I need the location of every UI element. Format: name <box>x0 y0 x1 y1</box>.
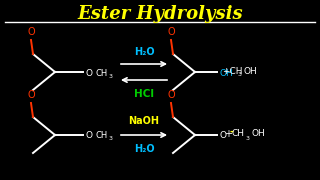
Text: 3: 3 <box>238 73 242 78</box>
Text: O: O <box>27 90 35 100</box>
Text: OH: OH <box>251 129 265 138</box>
Text: O: O <box>85 69 92 78</box>
Text: O: O <box>167 27 175 37</box>
Text: CH: CH <box>232 129 245 138</box>
Text: 3: 3 <box>109 136 113 141</box>
Text: OH: OH <box>243 66 257 75</box>
Text: H₂O: H₂O <box>134 144 154 154</box>
Text: O: O <box>85 132 92 141</box>
Text: 3: 3 <box>109 73 113 78</box>
Text: Ester Hydrolysis: Ester Hydrolysis <box>77 5 243 23</box>
Text: O: O <box>167 90 175 100</box>
Text: -: - <box>229 127 233 137</box>
Text: NaOH: NaOH <box>129 116 159 126</box>
Text: CH: CH <box>95 69 107 78</box>
Text: O: O <box>27 27 35 37</box>
Text: CH: CH <box>95 132 107 141</box>
Text: H₂O: H₂O <box>134 47 154 57</box>
Text: +CH: +CH <box>222 66 243 75</box>
Text: OH: OH <box>219 69 233 78</box>
Text: 3: 3 <box>246 136 250 141</box>
Text: O: O <box>219 132 226 141</box>
Text: +: + <box>224 129 232 139</box>
Text: HCl: HCl <box>134 89 154 99</box>
